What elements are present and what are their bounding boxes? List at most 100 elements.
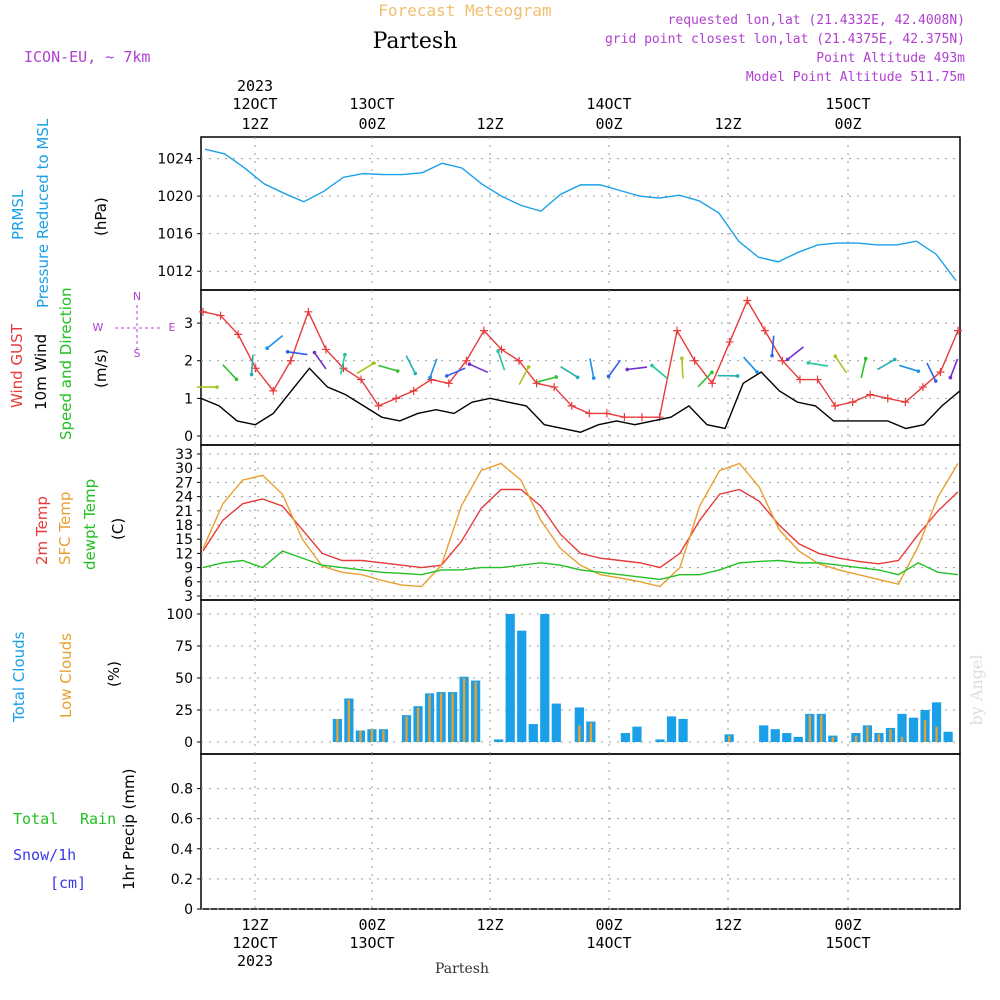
total-cloud-bar <box>551 703 561 742</box>
low-cloud-bar <box>359 730 362 742</box>
compass-cross <box>115 305 160 350</box>
bottom-date-label: 15OCT <box>825 934 870 952</box>
location-title: Partesh <box>373 29 458 54</box>
top-time-label: 00Z <box>358 115 385 133</box>
gust-marker <box>479 326 488 335</box>
total-cloud-bar <box>943 731 953 742</box>
pressure-label: PRMSL <box>9 189 27 240</box>
dewpt-label: dewpt Temp <box>81 479 99 570</box>
wind-arrow-head <box>892 357 897 362</box>
pressure-unit: (hPa) <box>92 197 110 236</box>
total-cloud-bar <box>574 707 584 742</box>
gust-line <box>202 298 959 418</box>
footer-location: Partesh <box>435 961 489 977</box>
wind-arrow-head <box>467 362 472 366</box>
top-time-label: 12Z <box>714 115 741 133</box>
wind-arrow-head <box>591 376 596 380</box>
wind-tick-label: 3 <box>184 316 193 332</box>
low-cloud-bar <box>474 681 477 742</box>
wind-direction-arrow <box>378 364 398 372</box>
pressure-tick-label: 1012 <box>157 264 193 280</box>
total-cloud-bar <box>540 614 550 742</box>
gust-marker <box>743 296 752 305</box>
temp-tick-label: 24 <box>175 490 193 506</box>
low-cloud-bar <box>831 736 835 742</box>
low-cloud-bar <box>808 715 811 742</box>
temp-tick-label: 33 <box>175 447 193 463</box>
wind-line <box>200 367 961 433</box>
wind-arrow-head <box>933 379 938 383</box>
top-date-label: 12OCT <box>232 95 277 113</box>
gust-marker <box>585 409 594 418</box>
bottom-date-label: 12OCT <box>232 934 277 952</box>
low-cloud-bar <box>462 678 466 742</box>
wind-arrow-head <box>249 372 254 377</box>
wind-arrow-head <box>312 350 317 355</box>
compass-s: S <box>134 347 141 360</box>
t2m-label: 2m Temp <box>33 496 51 565</box>
wind-arrow-head <box>770 353 774 358</box>
temp-tick-label: 6 <box>184 575 193 591</box>
wind-tick-label: 0 <box>184 429 193 445</box>
gust-label: Wind GUST <box>8 323 26 408</box>
precip-tick-label: 0.2 <box>171 872 193 888</box>
gust-marker <box>637 413 646 422</box>
temp-tick-label: 18 <box>175 518 193 534</box>
gust-marker <box>918 383 927 392</box>
top-time-label: 12Z <box>476 115 503 133</box>
wind-direction-arrow <box>313 352 327 370</box>
wind-arrow-head <box>496 349 500 354</box>
wind-direction-arrow <box>742 356 758 373</box>
low-cloud-bar <box>889 729 892 742</box>
wind-arrow-head <box>680 356 684 361</box>
wind-arrow-head <box>215 385 219 389</box>
wind-direction-arrow <box>339 354 346 375</box>
wind-arrow-head <box>285 350 290 354</box>
wind-arrow-head <box>833 354 838 359</box>
low-cloud-bar <box>428 694 431 742</box>
temp-tick-label: 27 <box>175 475 193 491</box>
wind-arrow-head <box>785 357 790 362</box>
wind-arrow-head <box>948 375 953 380</box>
gust-marker <box>673 326 682 335</box>
watermark: by Angel <box>967 654 986 725</box>
total-cloud-bar <box>655 739 665 742</box>
gust-marker <box>216 311 225 320</box>
point-info: grid point closest lon,lat (21.4375E, 42… <box>605 32 965 47</box>
top-date-label: 13OCT <box>349 95 394 113</box>
wind-arrow-head <box>625 367 629 372</box>
wind-arrow-head <box>710 370 714 375</box>
temp-tick-label: 21 <box>175 504 193 520</box>
low-cloud-bar <box>935 726 938 742</box>
wind-arrow-head <box>395 369 400 373</box>
temp-line-2 <box>202 550 959 581</box>
wind-direction-arrow <box>651 364 668 380</box>
wind-direction-arrow <box>860 358 867 379</box>
gust-marker <box>954 326 962 335</box>
pressure-tick-label: 1024 <box>157 152 193 168</box>
temp-tick-label: 15 <box>175 532 193 548</box>
gust-marker <box>795 375 804 384</box>
clouds-tick-label: 100 <box>166 607 193 623</box>
wind-direction-arrow <box>697 371 713 388</box>
clouds-tick-label: 75 <box>175 639 193 655</box>
gust-marker <box>883 394 892 403</box>
gust-marker <box>901 398 910 407</box>
gust-marker <box>620 413 629 422</box>
bottom-time-label: 00Z <box>834 916 861 934</box>
low-cloud-bar <box>416 707 420 742</box>
precip-tick-label: 0.4 <box>171 842 193 858</box>
model-label: ICON-EU, ~ 7km <box>24 48 150 66</box>
total-cloud-bar <box>759 725 769 742</box>
wind-arrow-head <box>372 361 376 365</box>
wind-tick-label: 2 <box>184 354 193 370</box>
pressure-panel-frame <box>200 136 961 291</box>
gust-marker <box>866 390 875 399</box>
low-cloud-bar <box>347 699 351 742</box>
gust-marker <box>690 356 699 365</box>
precip-axis-label: 1hr Precip (mm) <box>120 769 138 890</box>
pressure-tick-label: 1020 <box>157 189 193 205</box>
total-cloud-bar <box>678 718 688 742</box>
low-cloud-bar <box>578 725 581 742</box>
wind-arrow-head <box>863 356 868 361</box>
